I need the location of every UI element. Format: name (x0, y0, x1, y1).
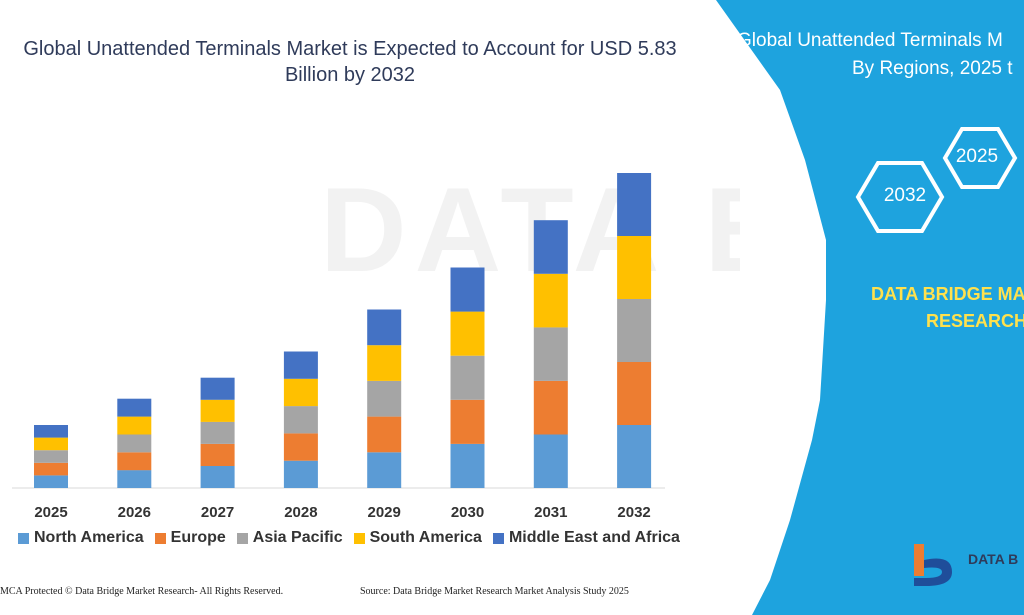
legend-item-europe: Europe (154, 529, 226, 547)
bar-2026-asia-pacific (117, 434, 152, 453)
legend-item-asia-pacific: Asia Pacific (236, 529, 343, 547)
bar-2028-middle-east-and-africa (283, 351, 318, 379)
bar-2027-middle-east-and-africa (200, 377, 235, 400)
chart-title-line-2: Billion by 2032 (284, 64, 416, 86)
x-tick-labels: 2025 2026 2027 2028 2029 2030 2031 2032 (34, 504, 650, 521)
bar-2030-asia-pacific (450, 355, 485, 400)
bar-2032-north-america (617, 425, 652, 488)
bar-2027-south-america (200, 399, 235, 422)
bars-group (34, 173, 652, 488)
footer-copyright: MCA Protected © Data Bridge Market Resea… (0, 586, 284, 597)
bar-2025-middle-east-and-africa (34, 425, 68, 438)
bar-2032-europe (617, 362, 652, 425)
bar-2025-europe (34, 462, 68, 476)
x-tick-label-2030: 2030 (451, 504, 484, 521)
bar-2031-asia-pacific (533, 327, 568, 381)
bar-2032-middle-east-and-africa (617, 173, 652, 236)
bar-2031-north-america (533, 434, 568, 488)
legend-item-south-america: South America (353, 529, 482, 547)
bar-2028-north-america (283, 460, 318, 488)
bar-2025-asia-pacific (34, 450, 68, 463)
bar-2026-north-america (117, 470, 152, 488)
chart-title-line-1: Global Unattended Terminals Market is Ex… (23, 38, 677, 60)
x-tick-label-2028: 2028 (284, 504, 317, 521)
bar-2031-south-america (533, 273, 568, 328)
bar-2028-europe (283, 433, 318, 461)
bar-2030-north-america (450, 443, 485, 488)
legend-swatch (353, 532, 365, 544)
x-tick-label-2027: 2027 (201, 504, 234, 521)
chart-title: Global Unattended Terminals Market is Ex… (0, 36, 700, 88)
bar-2029-south-america (367, 345, 402, 381)
x-tick-label-2026: 2026 (118, 504, 151, 521)
bar-2027-europe (200, 443, 235, 466)
bar-2029-europe (367, 416, 402, 453)
bar-2029-middle-east-and-africa (367, 309, 402, 346)
watermark: DATA BRI (320, 163, 740, 297)
legend-swatch (492, 532, 504, 544)
bar-2030-south-america (450, 311, 485, 356)
bar-2025-north-america (34, 475, 68, 488)
bar-2028-asia-pacific (283, 406, 318, 434)
bar-2030-middle-east-and-africa (450, 267, 485, 312)
legend-swatch (236, 532, 248, 544)
legend-label: Middle East and Africa (508, 529, 680, 546)
x-tick-label-2031: 2031 (534, 504, 567, 521)
bar-2029-north-america (367, 452, 402, 488)
x-tick-label-2032: 2032 (617, 504, 650, 521)
legend-label: North America (34, 529, 144, 546)
bar-2032-south-america (617, 236, 652, 299)
x-tick-label-2029: 2029 (368, 504, 401, 521)
legend-item-middle-east-and-africa: Middle East and Africa (492, 529, 680, 547)
bar-2025-south-america (34, 437, 68, 451)
footer-source: Source: Data Bridge Market Research Mark… (360, 586, 629, 597)
bar-2026-south-america (117, 416, 152, 435)
legend-label: Europe (170, 529, 226, 546)
bar-2032-asia-pacific (617, 299, 652, 362)
bar-2030-europe (450, 399, 485, 444)
legend: North America Europe Asia Pacific South Ame… (18, 527, 691, 549)
bar-2031-middle-east-and-africa (533, 220, 568, 274)
bar-2028-south-america (283, 378, 318, 407)
bar-2027-north-america (200, 465, 235, 488)
logo-text: DATA B (968, 551, 1019, 567)
legend-label: South America (369, 529, 482, 546)
legend-item-north-america: North America (18, 529, 144, 547)
legend-swatch (154, 532, 166, 544)
bar-2027-asia-pacific (200, 421, 235, 444)
data-bridge-logo-icon (914, 544, 952, 586)
legend-label: Asia Pacific (252, 529, 343, 546)
bar-2029-asia-pacific (367, 380, 402, 417)
bar-2026-europe (117, 452, 152, 471)
bar-2026-middle-east-and-africa (117, 398, 152, 417)
x-tick-label-2025: 2025 (34, 504, 67, 521)
legend-swatch (18, 532, 29, 544)
bar-2031-europe (533, 380, 568, 435)
